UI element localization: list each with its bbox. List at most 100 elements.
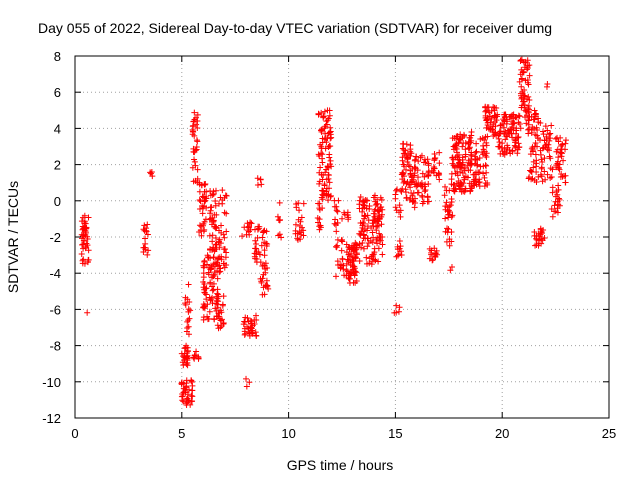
data-point bbox=[204, 316, 211, 323]
data-point bbox=[206, 308, 213, 315]
data-point bbox=[450, 185, 457, 192]
data-point bbox=[548, 122, 555, 129]
data-point bbox=[464, 174, 471, 181]
data-point bbox=[453, 180, 460, 187]
data-point bbox=[557, 149, 564, 156]
data-point bbox=[358, 244, 365, 251]
x-tick-label: 10 bbox=[281, 426, 295, 441]
data-point bbox=[194, 166, 201, 173]
data-point bbox=[547, 135, 554, 142]
data-point bbox=[343, 267, 350, 274]
data-point bbox=[203, 285, 210, 292]
data-point bbox=[541, 234, 548, 241]
data-point bbox=[193, 146, 200, 153]
data-point bbox=[245, 329, 252, 336]
data-point bbox=[431, 245, 438, 252]
data-point bbox=[196, 205, 203, 212]
data-point bbox=[495, 135, 502, 142]
data-point bbox=[452, 144, 459, 151]
data-point bbox=[359, 228, 366, 235]
data-point bbox=[199, 210, 206, 217]
data-point bbox=[424, 194, 431, 201]
data-point bbox=[377, 204, 384, 211]
data-point bbox=[339, 255, 346, 262]
data-point bbox=[263, 240, 270, 247]
data-point bbox=[538, 240, 545, 247]
data-point bbox=[276, 199, 283, 206]
data-point bbox=[378, 221, 385, 228]
data-point bbox=[369, 239, 376, 246]
data-point bbox=[211, 248, 218, 255]
data-point bbox=[482, 180, 489, 187]
data-point bbox=[140, 248, 147, 255]
data-point bbox=[411, 181, 418, 188]
data-point bbox=[412, 164, 419, 171]
data-point bbox=[412, 156, 419, 163]
data-point bbox=[333, 221, 340, 228]
data-point bbox=[212, 187, 219, 194]
data-point bbox=[501, 111, 508, 118]
data-point bbox=[443, 238, 450, 245]
data-point bbox=[360, 201, 367, 208]
data-point bbox=[247, 219, 254, 226]
data-point bbox=[526, 72, 533, 79]
data-point bbox=[213, 211, 220, 218]
data-point bbox=[522, 58, 529, 65]
data-point bbox=[409, 178, 416, 185]
data-point bbox=[457, 182, 464, 189]
data-point bbox=[436, 160, 443, 167]
data-point bbox=[544, 171, 551, 178]
data-point bbox=[425, 181, 432, 188]
data-point bbox=[209, 238, 216, 245]
data-point bbox=[360, 231, 367, 238]
data-point bbox=[405, 162, 412, 169]
data-point bbox=[481, 174, 488, 181]
data-point bbox=[258, 181, 265, 188]
data-point bbox=[448, 263, 455, 270]
data-point bbox=[456, 183, 463, 190]
data-point bbox=[194, 125, 201, 132]
data-point bbox=[447, 202, 454, 209]
data-point bbox=[317, 222, 324, 229]
data-point bbox=[84, 309, 91, 316]
data-point bbox=[527, 167, 534, 174]
data-point bbox=[216, 254, 223, 261]
data-point bbox=[506, 146, 513, 153]
data-point bbox=[239, 233, 246, 240]
data-point bbox=[372, 201, 379, 208]
data-point bbox=[360, 245, 367, 252]
data-point bbox=[191, 132, 198, 139]
data-point bbox=[189, 387, 196, 394]
data-point bbox=[543, 83, 550, 90]
data-point bbox=[84, 233, 91, 240]
data-point bbox=[208, 296, 215, 303]
data-point bbox=[443, 199, 450, 206]
data-point bbox=[414, 189, 421, 196]
data-point bbox=[432, 154, 439, 161]
data-point bbox=[200, 264, 207, 271]
data-point bbox=[485, 125, 492, 132]
data-point bbox=[359, 240, 366, 247]
data-point bbox=[244, 220, 251, 227]
data-point bbox=[421, 183, 428, 190]
data-point bbox=[402, 186, 409, 193]
data-point bbox=[202, 290, 209, 297]
data-point bbox=[404, 155, 411, 162]
data-point bbox=[333, 228, 340, 235]
data-point bbox=[78, 250, 85, 257]
data-point bbox=[432, 253, 439, 260]
data-point bbox=[210, 219, 217, 226]
data-point bbox=[322, 130, 329, 137]
data-point bbox=[211, 315, 218, 322]
data-point bbox=[184, 296, 191, 303]
data-point bbox=[191, 352, 198, 359]
data-point bbox=[516, 113, 523, 120]
data-point bbox=[540, 128, 547, 135]
data-point bbox=[204, 261, 211, 268]
data-point bbox=[359, 222, 366, 229]
data-point bbox=[193, 348, 200, 355]
data-point bbox=[546, 147, 553, 154]
data-point bbox=[544, 127, 551, 134]
data-point bbox=[78, 218, 85, 225]
data-point bbox=[347, 270, 354, 277]
